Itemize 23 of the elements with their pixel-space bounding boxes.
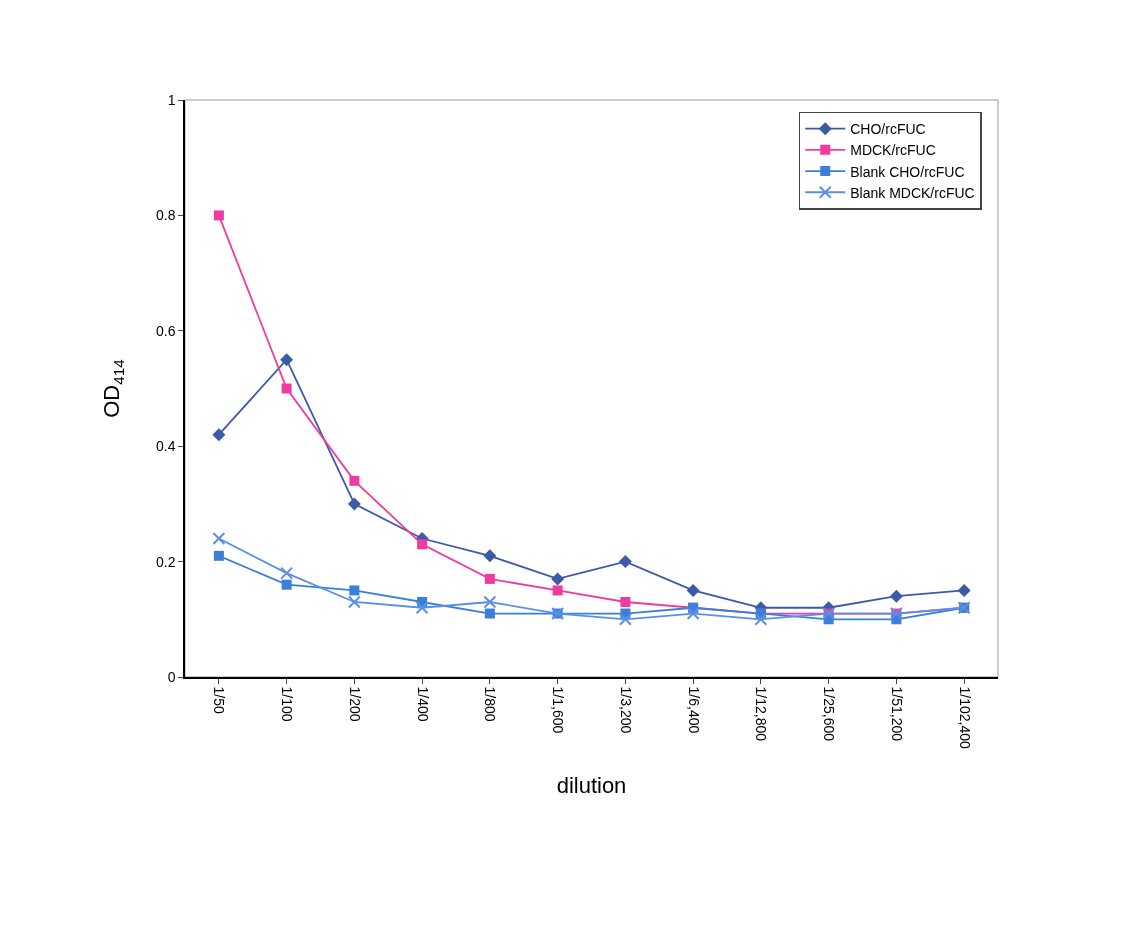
legend-label: MDCK/rcFUC [850, 142, 936, 159]
y-tick-label: 0.6 [155, 322, 176, 339]
y-tick-label: 0.4 [155, 438, 176, 455]
x-tick-label: 1/400 [414, 686, 431, 722]
x-axis-title: dilution [556, 773, 627, 799]
x-tick-label: 1/100 [279, 686, 296, 722]
y-tick-label: 0.2 [155, 553, 176, 570]
x-tick-label: 1/1,600 [550, 686, 567, 734]
x-tick-label: 1/12,800 [753, 686, 770, 742]
legend-label: CHO/rcFUC [850, 121, 926, 138]
x-tick-label: 1/25,600 [821, 686, 838, 742]
legend-label: Blank CHO/rcFUC [850, 163, 965, 180]
y-tick-label: 1 [167, 91, 176, 108]
x-tick-label: 1/6,400 [685, 686, 702, 734]
y-tick-label: 0 [167, 668, 176, 685]
legend-label: Blank MDCK/rcFUC [850, 184, 975, 201]
x-tick-label: 1/51,200 [888, 686, 905, 742]
x-tick-label: 1/102,400 [956, 686, 973, 750]
x-tick-label: 1/50 [211, 686, 228, 715]
y-tick-label: 0.8 [155, 207, 176, 224]
x-tick-label: 1/200 [346, 686, 363, 722]
x-tick-label: 1/800 [482, 686, 499, 722]
x-tick-label: 1/3,200 [617, 686, 634, 734]
